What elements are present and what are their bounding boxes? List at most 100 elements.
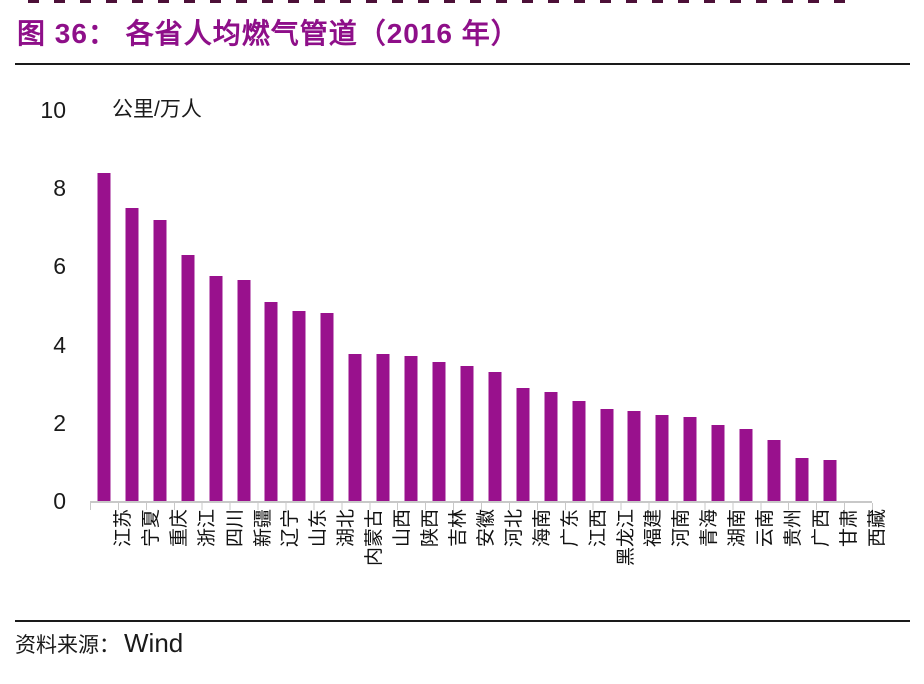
x-label-slot: 广西 bbox=[788, 509, 832, 609]
bar-slot bbox=[397, 110, 425, 501]
bar-slot bbox=[732, 110, 760, 501]
source-name: Wind bbox=[124, 628, 184, 658]
x-label-slot: 宁夏 bbox=[118, 509, 162, 609]
x-label-slot: 青海 bbox=[676, 509, 720, 609]
bar-slot bbox=[313, 110, 341, 501]
bar-slot bbox=[565, 110, 593, 501]
x-label-slot: 湖南 bbox=[704, 509, 748, 609]
bar bbox=[739, 428, 753, 501]
bar-slot bbox=[844, 110, 872, 501]
x-label-slot: 辽宁 bbox=[258, 509, 302, 609]
bar-slot bbox=[230, 110, 258, 501]
y-axis-unit-label: 公里/万人 bbox=[112, 98, 202, 121]
x-label-slot: 云南 bbox=[732, 509, 776, 609]
bar bbox=[488, 372, 502, 501]
bar bbox=[655, 415, 669, 501]
bar-slot bbox=[676, 110, 704, 501]
x-label-slot: 浙江 bbox=[174, 509, 218, 609]
bar bbox=[767, 440, 781, 501]
x-label-slot: 西藏 bbox=[844, 509, 888, 609]
bar bbox=[572, 401, 586, 501]
y-tick-label: 0 bbox=[53, 488, 66, 514]
x-label-slot: 重庆 bbox=[146, 509, 190, 609]
source-label: 资料来源： bbox=[15, 633, 120, 657]
x-label-slot: 湖北 bbox=[313, 509, 357, 609]
bar bbox=[404, 356, 418, 501]
x-label-slot: 黑龙江 bbox=[593, 509, 637, 609]
bar bbox=[320, 313, 334, 501]
bar-slot bbox=[537, 110, 565, 501]
bar bbox=[97, 172, 111, 501]
bar-slot bbox=[509, 110, 537, 501]
bar bbox=[516, 387, 530, 501]
bar-slot bbox=[146, 110, 174, 501]
bar-chart-plot-area bbox=[90, 110, 872, 503]
x-label-slot: 贵州 bbox=[760, 509, 804, 609]
x-axis-labels: 江苏 宁夏 重庆 浙江 四川 新疆 辽宁 山东 湖北 内蒙古 山西 陕西 吉林 安徽 河北 海南 广东 江西 黑龙江… bbox=[90, 509, 888, 609]
bar-slot bbox=[788, 110, 816, 501]
x-label-slot: 甘肃 bbox=[816, 509, 860, 609]
x-axis-label: 西藏 bbox=[866, 509, 888, 548]
bar bbox=[711, 424, 725, 501]
bar bbox=[209, 276, 223, 501]
cropped-text-remnant bbox=[28, 0, 856, 3]
bar bbox=[460, 366, 474, 501]
y-tick-label: 10 bbox=[40, 97, 66, 123]
bar-slot bbox=[258, 110, 286, 501]
bar-slot bbox=[593, 110, 621, 501]
bar-slot bbox=[285, 110, 313, 501]
y-tick-label: 4 bbox=[53, 331, 66, 358]
x-label-slot: 四川 bbox=[202, 509, 246, 609]
footer-divider bbox=[15, 620, 910, 622]
bar-slot bbox=[202, 110, 230, 501]
x-label-slot: 山东 bbox=[285, 509, 329, 609]
x-label-slot: 山西 bbox=[369, 509, 413, 609]
y-axis-labels: 10 8 6 4 2 0 bbox=[0, 0, 66, 560]
bar bbox=[600, 409, 614, 501]
bar bbox=[823, 459, 837, 501]
bar bbox=[125, 207, 139, 501]
bar-slot bbox=[369, 110, 397, 501]
bar bbox=[432, 362, 446, 501]
bar-slot bbox=[118, 110, 146, 501]
bar bbox=[795, 458, 809, 501]
x-label-slot: 福建 bbox=[621, 509, 664, 609]
bar-slot bbox=[453, 110, 481, 501]
bar-slot bbox=[648, 110, 676, 501]
bar bbox=[264, 301, 278, 501]
title-divider bbox=[15, 63, 910, 65]
x-label-slot: 安徽 bbox=[453, 509, 497, 609]
bar-slot bbox=[425, 110, 453, 501]
bar-slot bbox=[816, 110, 844, 501]
bar-slot bbox=[704, 110, 732, 501]
bar bbox=[683, 416, 697, 501]
bar-slot bbox=[621, 110, 649, 501]
y-tick-label: 2 bbox=[53, 409, 66, 436]
bar-slot bbox=[90, 110, 118, 501]
x-label-slot: 陕西 bbox=[397, 509, 441, 609]
bar bbox=[292, 311, 306, 501]
x-label-slot: 江苏 bbox=[90, 509, 134, 609]
x-label-slot: 吉林 bbox=[425, 509, 469, 609]
x-label-slot: 江西 bbox=[565, 509, 609, 609]
x-label-slot: 内蒙古 bbox=[341, 509, 385, 609]
bar bbox=[181, 254, 195, 501]
figure-title: 图 36： 各省人均燃气管道（2016 年） bbox=[17, 18, 520, 49]
bar-slot bbox=[760, 110, 788, 501]
bar bbox=[376, 354, 390, 501]
x-label-slot: 新疆 bbox=[230, 509, 274, 609]
bar-slot bbox=[174, 110, 202, 501]
x-label-slot: 海南 bbox=[509, 509, 553, 609]
x-label-slot: 河北 bbox=[481, 509, 525, 609]
bar bbox=[153, 219, 167, 501]
bar-slot bbox=[481, 110, 509, 501]
bar-slot bbox=[341, 110, 369, 501]
y-tick-label: 6 bbox=[53, 253, 66, 280]
source-line: 资料来源： Wind bbox=[15, 628, 183, 659]
x-label-slot: 河南 bbox=[648, 509, 692, 609]
bar bbox=[627, 411, 641, 501]
x-axis-ticks bbox=[90, 503, 873, 510]
bar bbox=[544, 391, 558, 501]
x-label-slot: 广东 bbox=[537, 509, 581, 609]
